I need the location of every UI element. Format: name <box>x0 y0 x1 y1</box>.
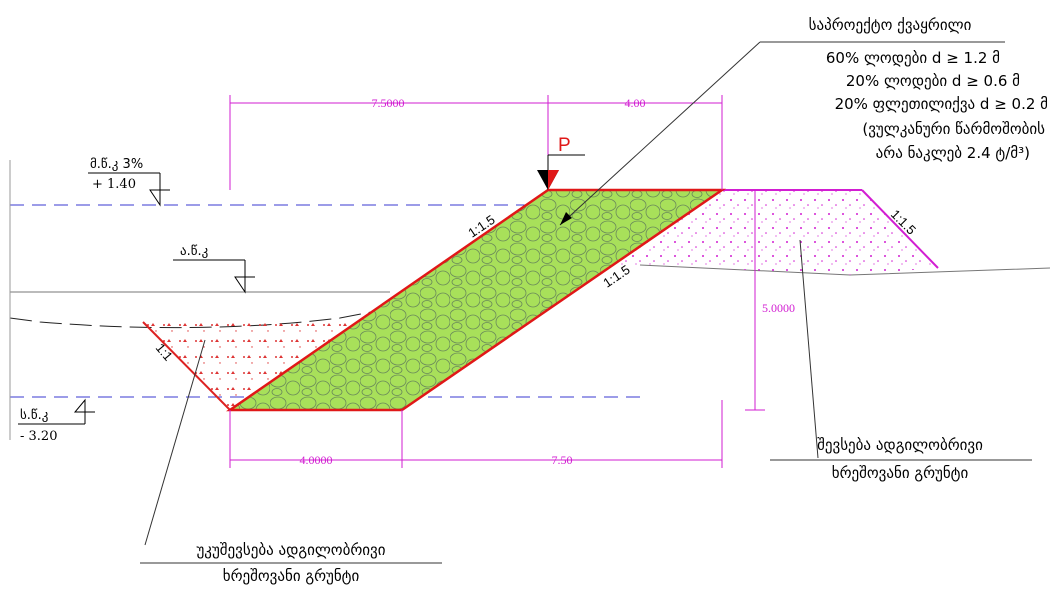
material-title: საპროექტო ქვაყრილი <box>809 16 972 34</box>
fill-soil <box>613 190 938 275</box>
dim-label: 4.0000 <box>300 453 333 467</box>
level-value: - 3.20 <box>20 429 57 444</box>
load-arrow-half <box>548 170 559 190</box>
leader-lines <box>140 41 1032 564</box>
dim-label: 5.0000 <box>762 301 795 315</box>
dim-label: 7.5000 <box>372 96 405 110</box>
note: უკუშევსება ადგილობრივი <box>196 541 385 559</box>
dim-label: 7.50 <box>552 453 573 467</box>
note: შევსება ადგილობრივი <box>817 436 983 454</box>
note: ხრეშოვანი გრუნტი <box>832 464 969 482</box>
dimension-lines <box>229 95 765 468</box>
level-markers <box>18 172 255 425</box>
material-line: 60% ლოდები d ≥ 1.2 მ <box>826 49 1000 67</box>
material-line: 20% ფლეთილიქვა d ≥ 0.2 მ <box>835 95 1048 113</box>
material-line: 20% ლოდები d ≥ 0.6 მ <box>846 72 1020 90</box>
level-label: ა.წ.კ <box>180 244 208 259</box>
backfill-soil <box>143 318 363 410</box>
material-line: (ვულკანური წარმოშობის <box>862 120 1045 138</box>
backfill-slope <box>142 321 231 411</box>
load-label: P <box>558 135 571 156</box>
level-label: ს.წ.კ <box>20 408 48 423</box>
level-label: მ.წ.კ 3% <box>90 157 143 172</box>
note: ხრეშოვანი გრუნტი <box>223 567 360 585</box>
dim-label: 4.00 <box>625 96 646 110</box>
level-value: + 1.40 <box>92 177 136 192</box>
material-line: არა ნაკლებ 2.4 ტ/მ³) <box>876 144 1030 162</box>
fill-slope <box>861 189 939 269</box>
